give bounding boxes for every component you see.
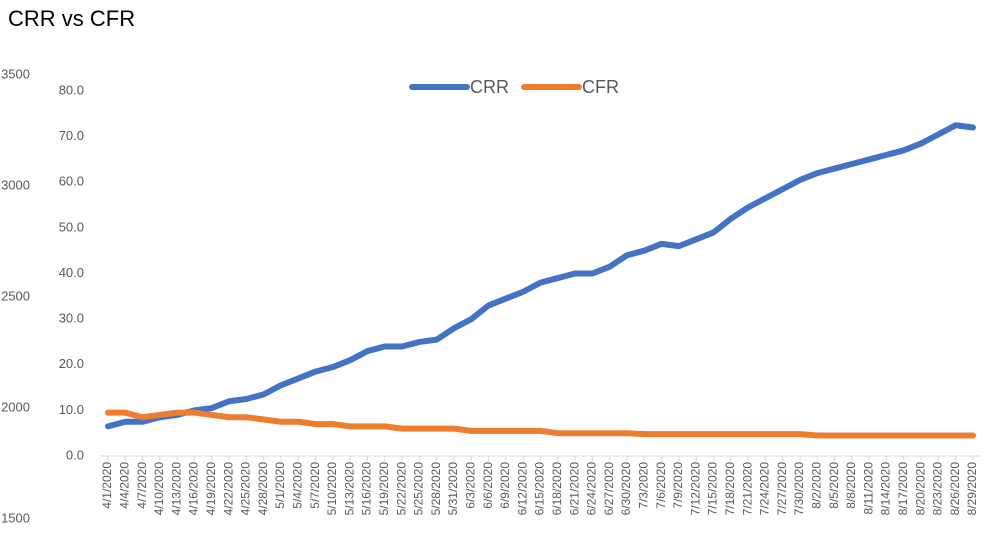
y-tick-label: 10.0 <box>59 402 84 417</box>
side-fragment-label: 3000 <box>1 177 30 192</box>
x-tick-label: 6/21/2020 <box>567 462 581 516</box>
x-tick-label: 6/15/2020 <box>533 462 547 516</box>
y-tick-label: 80.0 <box>59 82 84 97</box>
x-tick-label: 4/16/2020 <box>187 462 201 516</box>
x-tick-label: 7/21/2020 <box>740 462 754 516</box>
x-tick-label: 6/6/2020 <box>481 462 495 509</box>
x-tick-label: 6/9/2020 <box>498 462 512 509</box>
x-tick-label: 7/30/2020 <box>792 462 806 516</box>
x-tick-label: 6/3/2020 <box>463 462 477 509</box>
x-tick-label: 4/28/2020 <box>256 462 270 516</box>
x-tick-label: 7/12/2020 <box>688 462 702 516</box>
x-tick-label: 5/10/2020 <box>325 462 339 516</box>
x-tick-label: 8/17/2020 <box>896 462 910 516</box>
x-tick-label: 8/11/2020 <box>861 462 875 515</box>
legend-label: CFR <box>582 77 619 97</box>
series-line <box>105 409 976 439</box>
y-tick-label: 60.0 <box>59 174 84 189</box>
x-tick-label: 8/20/2020 <box>913 462 927 516</box>
x-tick-label: 8/8/2020 <box>844 462 858 509</box>
x-tick-label: 8/23/2020 <box>931 462 945 516</box>
x-tick-label: 8/26/2020 <box>948 462 962 516</box>
x-tick-label: 7/3/2020 <box>636 462 650 509</box>
x-tick-label: 4/25/2020 <box>239 462 253 516</box>
x-tick-label: 4/13/2020 <box>169 462 183 516</box>
x-tick-label: 7/27/2020 <box>775 462 789 516</box>
x-tick-label: 5/28/2020 <box>429 462 443 516</box>
x-tick-label: 8/14/2020 <box>879 462 893 516</box>
x-tick-label: 4/4/2020 <box>117 462 131 509</box>
y-tick-label: 70.0 <box>59 128 84 143</box>
y-tick-label: 30.0 <box>59 311 84 326</box>
x-tick-label: 5/25/2020 <box>412 462 426 516</box>
x-tick-label: 5/13/2020 <box>342 462 356 516</box>
side-fragment-label: 1500 <box>1 510 30 525</box>
y-tick-label: 20.0 <box>59 356 84 371</box>
x-tick-label: 7/9/2020 <box>671 462 685 509</box>
x-tick-label: 4/1/2020 <box>100 462 114 509</box>
y-tick-label: 50.0 <box>59 219 84 234</box>
x-tick-label: 7/15/2020 <box>706 462 720 516</box>
x-tick-label: 7/24/2020 <box>758 462 772 516</box>
side-fragment-label: 3500 <box>1 66 30 81</box>
side-fragment-label: 2000 <box>1 399 30 414</box>
x-tick-label: 7/18/2020 <box>723 462 737 516</box>
y-tick-label: 40.0 <box>59 265 84 280</box>
x-tick-label: 5/31/2020 <box>446 462 460 516</box>
x-tick-label: 5/16/2020 <box>360 462 374 516</box>
legend-label: CRR <box>470 77 509 97</box>
x-tick-label: 6/12/2020 <box>515 462 529 516</box>
x-tick-label: 8/29/2020 <box>965 462 979 516</box>
x-tick-label: 6/24/2020 <box>585 462 599 516</box>
x-tick-label: 6/18/2020 <box>550 462 564 516</box>
x-tick-label: 8/5/2020 <box>827 462 841 509</box>
x-tick-label: 6/30/2020 <box>619 462 633 516</box>
chart-title: CRR vs CFR <box>8 6 135 31</box>
x-tick-label: 5/19/2020 <box>377 462 391 516</box>
x-tick-label: 7/6/2020 <box>654 462 668 509</box>
x-tick-label: 8/2/2020 <box>809 462 823 509</box>
x-tick-label: 4/10/2020 <box>152 462 166 516</box>
x-tick-label: 4/22/2020 <box>221 462 235 516</box>
x-tick-label: 4/7/2020 <box>135 462 149 509</box>
x-tick-label: 5/7/2020 <box>308 462 322 509</box>
x-tick-label: 5/4/2020 <box>290 462 304 509</box>
side-fragment-label: 2500 <box>1 288 30 303</box>
x-tick-label: 5/22/2020 <box>394 462 408 516</box>
y-tick-label: 0.0 <box>66 447 84 462</box>
x-tick-label: 4/19/2020 <box>204 462 218 516</box>
series-line <box>105 122 976 430</box>
x-tick-label: 5/1/2020 <box>273 462 287 509</box>
x-tick-label: 6/27/2020 <box>602 462 616 516</box>
